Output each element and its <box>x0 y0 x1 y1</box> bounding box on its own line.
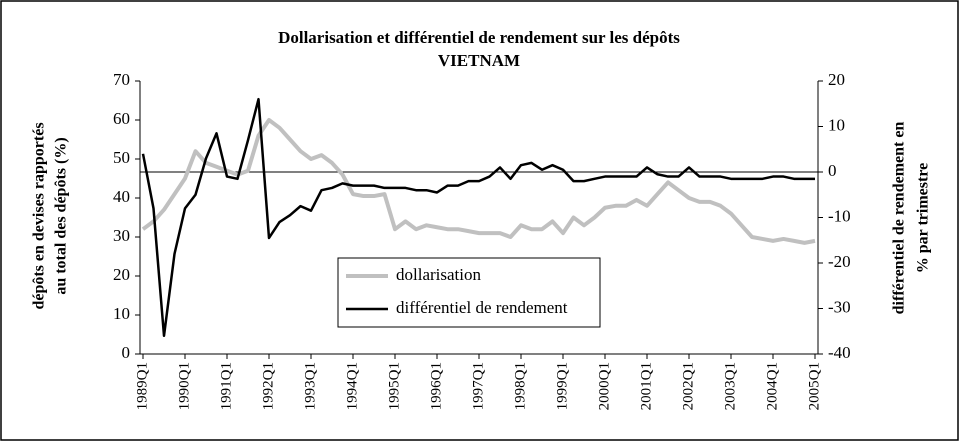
series-line <box>141 118 816 245</box>
x-tick-label: 1991Q1 <box>218 362 234 410</box>
series-line <box>141 97 815 338</box>
chart-title: Dollarisation et différentiel de rendeme… <box>278 28 680 47</box>
y-axis-label: au total des dépôts (%) <box>53 137 70 294</box>
y-tick-label: 50 <box>113 148 130 167</box>
legend-label: dollarisation <box>396 265 481 284</box>
y-tick-label: 10 <box>113 304 130 323</box>
y2-tick-label: -30 <box>828 297 851 316</box>
y-tick-label: 30 <box>113 226 130 245</box>
x-tick-label: 1998Q1 <box>512 362 528 410</box>
y-tick-label: 40 <box>113 187 130 206</box>
x-tick-label: 2001Q1 <box>638 362 654 410</box>
y2-tick-label: 20 <box>828 70 845 89</box>
x-tick-label: 1992Q1 <box>260 362 276 410</box>
x-tick-label: 2000Q1 <box>596 362 612 410</box>
y2-tick-label: 0 <box>828 161 837 180</box>
y2-axis-label: % par trimestre <box>915 163 932 273</box>
y2-tick-label: -20 <box>828 252 851 271</box>
y2-tick-label: 10 <box>828 115 845 134</box>
x-tick-label: 1995Q1 <box>386 362 402 410</box>
legend-label: différentiel de rendement <box>396 298 568 317</box>
y-tick-label: 60 <box>113 109 130 128</box>
y2-tick-label: -10 <box>828 206 851 225</box>
y-tick-label: 0 <box>122 343 131 362</box>
legend-box <box>337 257 601 328</box>
x-tick-label: 2002Q1 <box>680 362 696 410</box>
y2-axis-label: différentiel de rendement en <box>891 122 908 315</box>
x-tick-label: 1996Q1 <box>428 362 444 410</box>
x-tick-label: 1993Q1 <box>302 362 318 410</box>
x-tick-label: 1990Q1 <box>176 362 192 410</box>
y-axis-label: dépôts en devises rapportés <box>31 122 48 309</box>
chart-subtitle: VIETNAM <box>438 51 520 70</box>
x-tick-label: 2005Q1 <box>806 362 822 410</box>
y-tick-label: 20 <box>113 265 130 284</box>
x-tick-label: 2004Q1 <box>764 362 780 410</box>
x-tick-label: 1997Q1 <box>470 362 486 410</box>
x-tick-label: 1994Q1 <box>344 362 360 410</box>
y-tick-label: 70 <box>113 70 130 89</box>
x-tick-label: 1999Q1 <box>554 362 570 410</box>
y2-tick-label: -40 <box>828 343 851 362</box>
x-tick-label: 2003Q1 <box>722 362 738 410</box>
x-tick-label: 1989Q1 <box>134 362 150 410</box>
